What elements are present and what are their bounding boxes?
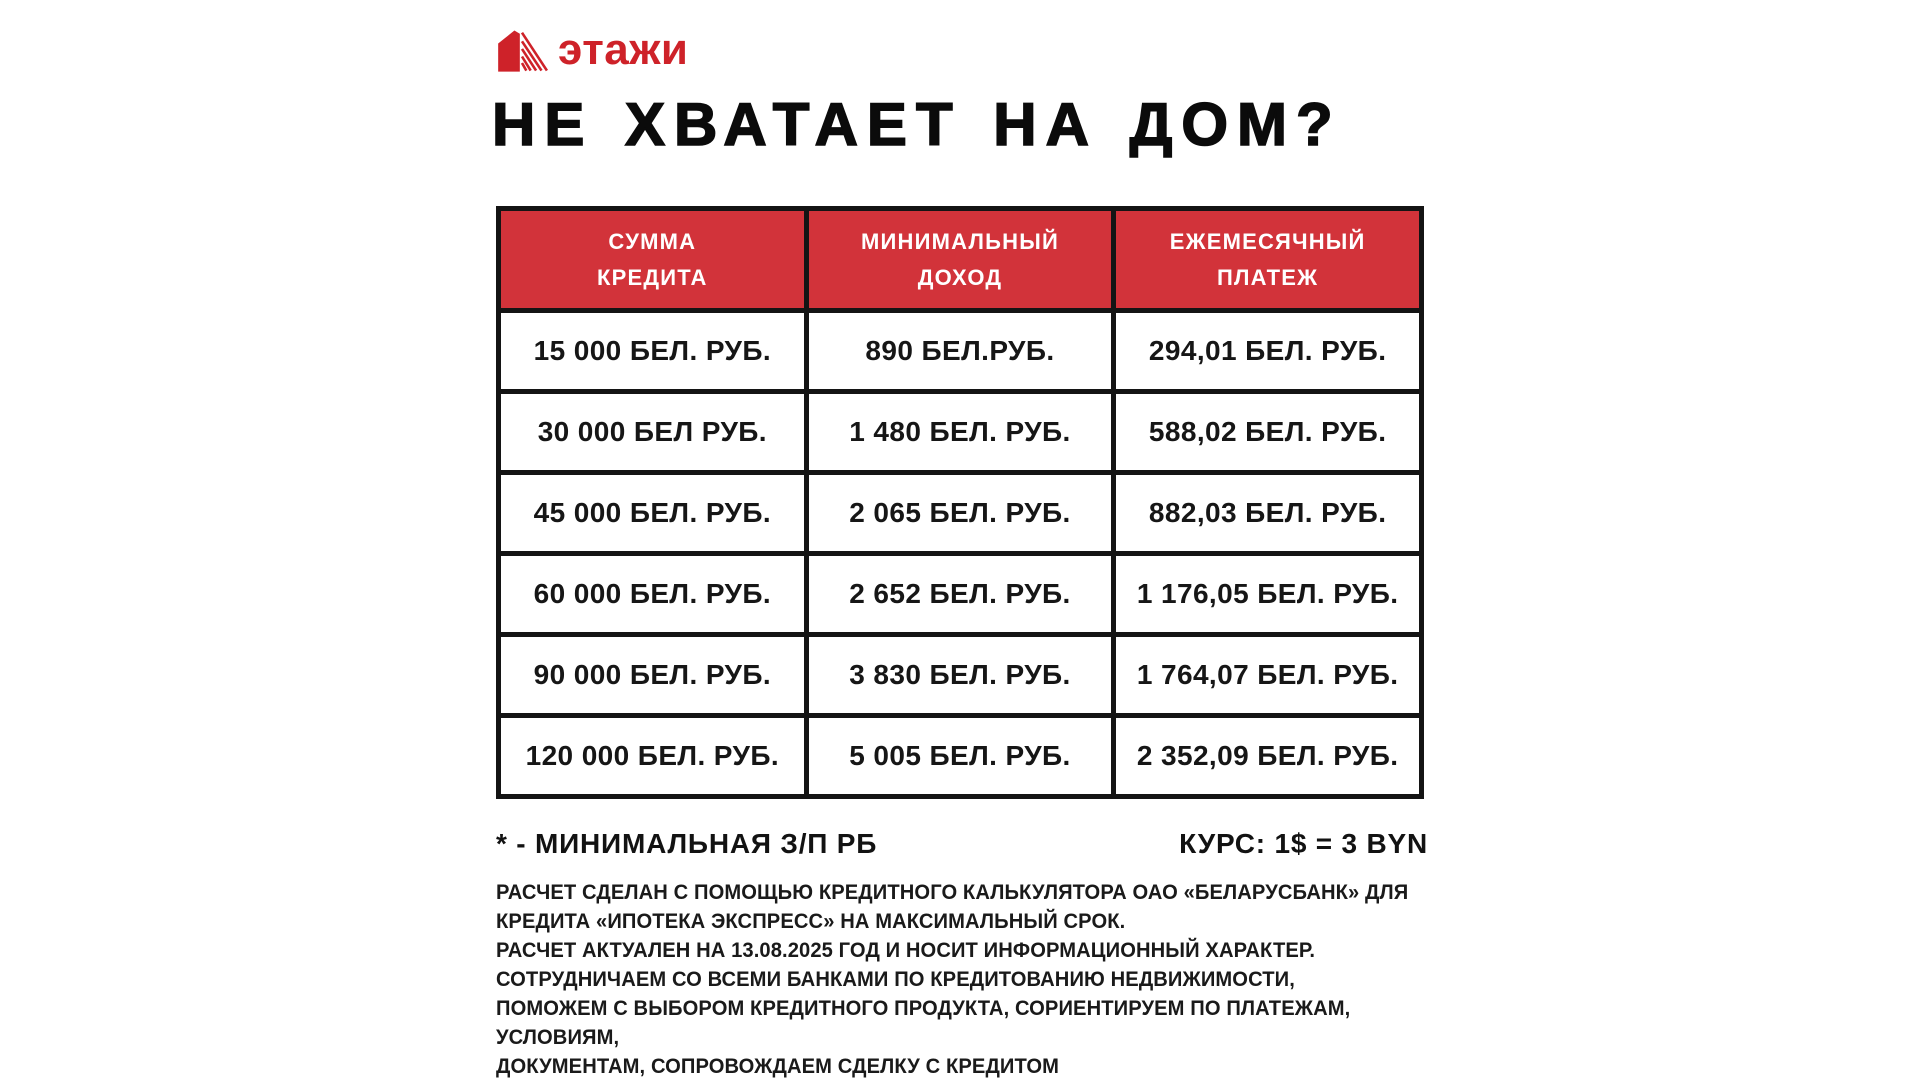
header-line: ДОХОД [917,264,1003,290]
disclaimer-line: СОТРУДНИЧАЕМ СО ВСЕМИ БАНКАМИ ПО КРЕДИТО… [496,968,1295,991]
cell-loan-amount: 30 000 БЕЛ РУБ. [496,389,809,475]
cell-monthly-payment: 2 352,09 БЕЛ. РУБ. [1111,713,1424,799]
disclaimer-line: РАСЧЕТ АКТУАЛЕН НА 13.08.2025 ГОД И НОСИ… [496,939,1316,962]
table-row: 45 000 БЕЛ. РУБ. 2 065 БЕЛ. РУБ. 882,03 … [496,470,1424,556]
header-row: СУММА КРЕДИТА МИНИМАЛЬНЫЙ ДОХОД ЕЖЕМЕСЯЧ… [496,206,1424,313]
loan-table: СУММА КРЕДИТА МИНИМАЛЬНЫЙ ДОХОД ЕЖЕМЕСЯЧ… [496,206,1424,799]
footnote-min-salary: * - МИНИМАЛЬНАЯ З/П РБ [496,828,878,859]
cell-loan-amount: 60 000 БЕЛ. РУБ. [496,551,809,637]
table-row: 60 000 БЕЛ. РУБ. 2 652 БЕЛ. РУБ. 1 176,0… [496,551,1424,637]
cell-min-income: 3 830 БЕЛ. РУБ. [803,632,1117,718]
cell-loan-amount: 120 000 БЕЛ. РУБ. [496,713,809,799]
brand-logo: этажи [496,26,688,74]
table-row: 15 000 БЕЛ. РУБ. 890 БЕЛ.РУБ. 294,01 БЕЛ… [496,308,1424,394]
footnotes-row: * - МИНИМАЛЬНАЯ З/П РБ КУРС: 1$ = 3 BYN [496,828,1428,860]
header-cell-monthly-payment: ЕЖЕМЕСЯЧНЫЙ ПЛАТЕЖ [1111,206,1424,313]
header-line: КРЕДИТА [597,264,708,290]
cell-min-income: 890 БЕЛ.РУБ. [803,308,1117,394]
header-cell-min-income: МИНИМАЛЬНЫЙ ДОХОД [803,206,1117,313]
table-row: 90 000 БЕЛ. РУБ. 3 830 БЕЛ. РУБ. 1 764,0… [496,632,1424,718]
disclaimer-line: КРЕДИТА «ИПОТЕКА ЭКСПРЕСС» НА МАКСИМАЛЬН… [496,910,1126,933]
header-line: МИНИМАЛЬНЫЙ [860,229,1059,255]
cell-monthly-payment: 588,02 БЕЛ. РУБ. [1111,389,1424,475]
cell-min-income: 2 065 БЕЛ. РУБ. [803,470,1117,556]
disclaimer-line: ПОМОЖЕМ С ВЫБОРОМ КРЕДИТНОГО ПРОДУКТА, С… [496,997,1351,1020]
header-line: ЕЖЕМЕСЯЧНЫЙ [1169,229,1366,255]
page-title: НЕ ХВАТАЕТ НА ДОМ? [491,91,1342,159]
cell-monthly-payment: 882,03 БЕЛ. РУБ. [1111,470,1424,556]
cell-min-income: 5 005 БЕЛ. РУБ. [803,713,1117,799]
footnote-exchange-rate: КУРС: 1$ = 3 BYN [1179,828,1428,859]
header-line: ПЛАТЕЖ [1217,264,1319,290]
header-cell-loan-amount: СУММА КРЕДИТА [496,206,809,313]
header-line: СУММА [608,229,697,255]
cell-monthly-payment: 1 176,05 БЕЛ. РУБ. [1111,551,1424,637]
table-row: 120 000 БЕЛ. РУБ. 5 005 БЕЛ. РУБ. 2 352,… [496,713,1424,799]
disclaimer-text: РАСЧЕТ СДЕЛАН С ПОМОЩЬЮ КРЕДИТНОГО КАЛЬК… [496,878,1456,1080]
etazhi-house-icon [498,30,548,72]
cell-monthly-payment: 294,01 БЕЛ. РУБ. [1111,308,1424,394]
loan-table-body: 15 000 БЕЛ. РУБ. 890 БЕЛ.РУБ. 294,01 БЕЛ… [496,308,1424,799]
cell-loan-amount: 90 000 БЕЛ. РУБ. [496,632,809,718]
cell-loan-amount: 15 000 БЕЛ. РУБ. [496,308,809,394]
disclaimer-line: УСЛОВИЯМ, [496,1026,620,1049]
disclaimer-line: РАСЧЕТ СДЕЛАН С ПОМОЩЬЮ КРЕДИТНОГО КАЛЬК… [496,881,1409,904]
brand-logo-text: этажи [558,25,689,74]
table-row: 30 000 БЕЛ РУБ. 1 480 БЕЛ. РУБ. 588,02 Б… [496,389,1424,475]
cell-min-income: 1 480 БЕЛ. РУБ. [803,389,1117,475]
cell-monthly-payment: 1 764,07 БЕЛ. РУБ. [1111,632,1424,718]
cell-loan-amount: 45 000 БЕЛ. РУБ. [496,470,809,556]
disclaimer-line: ДОКУМЕНТАМ, СОПРОВОЖДАЕМ СДЕЛКУ С КРЕДИТ… [496,1055,1060,1078]
cell-min-income: 2 652 БЕЛ. РУБ. [803,551,1117,637]
loan-table-head: СУММА КРЕДИТА МИНИМАЛЬНЫЙ ДОХОД ЕЖЕМЕСЯЧ… [496,206,1424,313]
